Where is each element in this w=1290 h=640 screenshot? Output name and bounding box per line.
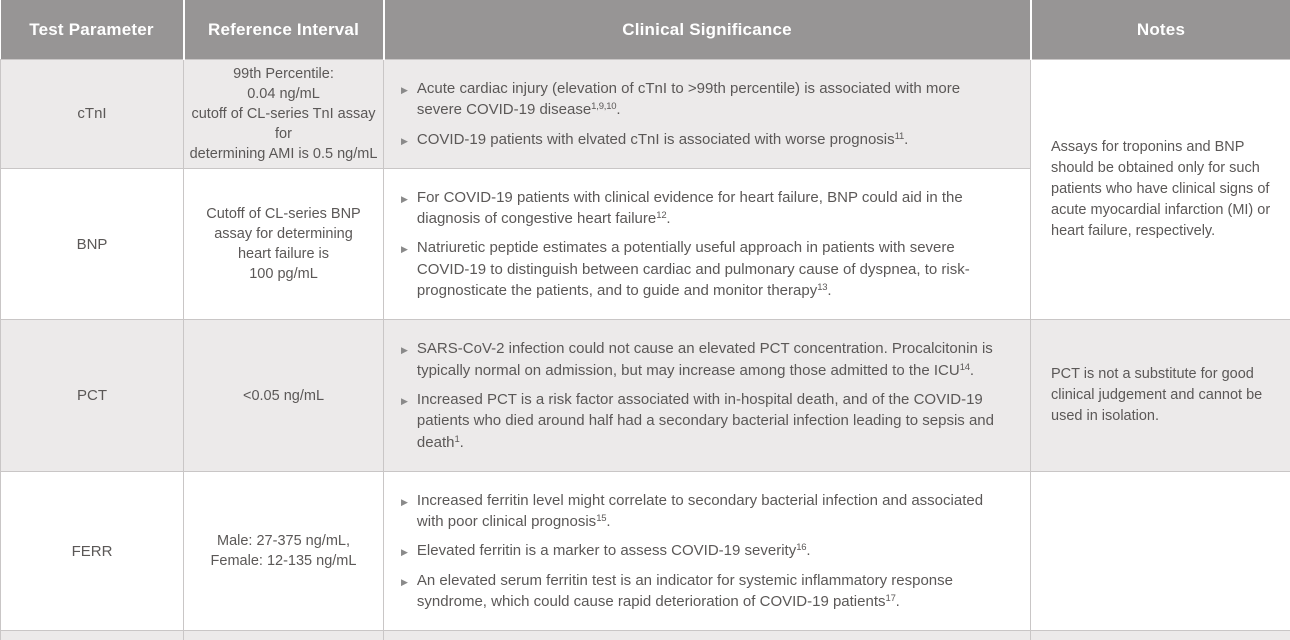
superscript-reference: 16 <box>796 542 807 554</box>
table-row: PCT <0.05 ng/mL ▶ SARS-CoV-2 infection coul… <box>0 319 1290 472</box>
table-header-row: Test Parameter Reference Interval Clinic… <box>0 0 1290 60</box>
col-header-notes: Notes <box>1030 0 1290 60</box>
triangle-right-icon: ▶ <box>401 496 408 507</box>
superscript-reference: 15 <box>596 513 607 525</box>
notes-cell: Available soon onMindray CLIA systems <box>1030 630 1290 640</box>
col-header-reference-interval: Reference Interval <box>183 0 385 60</box>
superscript-reference: 1 <box>454 433 460 445</box>
triangle-right-icon: ▶ <box>401 345 408 356</box>
triangle-right-icon: ▶ <box>401 244 408 255</box>
table-row: BNP Cutoff of CL-series BNP assay for dete… <box>0 167 1290 321</box>
table-row: FERR Male: 27-375 ng/mL, Female: 12-135 ng… <box>0 470 1290 632</box>
col-header-clinical-significance: Clinical Significance <box>383 0 1032 60</box>
reference-interval-cell: Male: 27-375 ng/mL, Female: 12-135 ng/mL <box>183 470 384 632</box>
clinical-significance-cell: ▶ Increased ferritin level might correlat… <box>383 470 1031 632</box>
notes-cell <box>1030 470 1290 632</box>
notes-cell: PCT is not a substitute for good clinica… <box>1030 319 1290 472</box>
bullet-item: ▶ An elevated serum ferritin test is an i… <box>400 570 1008 613</box>
parameter-cell: FERR <box>0 470 184 632</box>
clinical-significance-cell: ▶ SARS-CoV-2 infection could not cause an… <box>383 319 1031 472</box>
bullet-item: ▶ Natriuretic peptide estimates a potenti… <box>400 237 1008 301</box>
superscript-reference: 12 <box>656 210 667 222</box>
reference-interval-cell: Cutoff of CL-series BNP assay for determi… <box>183 167 384 321</box>
bullet-item: ▶ COVID-19 patients with elvated cTnI is … <box>400 129 1008 150</box>
parameter-cell: BNP <box>0 167 184 321</box>
bullet-text: Elevated ferritin is a marker to assess … <box>416 542 811 560</box>
clinical-significance-cell: ▶ Acute cardiac injury (elevation of cTnI… <box>383 59 1031 169</box>
bullet-item: ▶ Increased PCT is a risk factor associat… <box>400 389 1008 453</box>
bullet-text: SARS-CoV-2 infection could not cause an … <box>416 340 993 379</box>
bullet-text: Increased ferritin level might correlate… <box>416 491 984 531</box>
bullet-item: ▶ For COVID-19 patients with clinical evi… <box>400 187 1008 230</box>
notes-cell: Assays for troponins and BNP should be o… <box>1030 58 1290 321</box>
bullet-text: An elevated serum ferritin test is an in… <box>416 571 953 611</box>
bullet-text: Natriuretic peptide estimates a potentia… <box>416 239 970 300</box>
parameter-cell: cTnI <box>0 59 184 169</box>
triangle-right-icon: ▶ <box>401 135 408 146</box>
reference-interval-cell: <0.05 ng/mL <box>183 319 384 472</box>
triangle-right-icon: ▶ <box>401 85 408 95</box>
clinical-significance-cell: ▶ For COVID-19 patients with clinical evi… <box>383 167 1031 321</box>
bullet-item: ▶ Acute cardiac injury (elevation of cTnI… <box>400 78 1008 121</box>
reference-interval-cell: 99th Percentile: 0.04 ng/mL cutoff of CL-s… <box>183 59 384 169</box>
table-row: cTnI 99th Percentile: 0.04 ng/mL cutoff of … <box>0 58 1290 321</box>
superscript-reference: 11 <box>894 130 905 142</box>
bullet-item: ▶ Increased ferritin level might correlat… <box>400 490 1008 533</box>
bullet-item: ▶ Elevated ferritin is a marker to assess… <box>400 540 1008 561</box>
triangle-right-icon: ▶ <box>401 193 408 204</box>
superscript-reference: 13 <box>817 282 828 294</box>
bullet-item: ▶ SARS-CoV-2 infection could not cause an… <box>400 338 1008 381</box>
triangle-right-icon: ▶ <box>401 547 408 558</box>
bullet-text: Acute cardiac injury (elevation of cTnI … <box>416 80 961 119</box>
superscript-reference: 14 <box>959 361 970 373</box>
triangle-right-icon: ▶ <box>401 576 408 587</box>
col-header-test-parameter: Test Parameter <box>0 0 185 60</box>
bullet-text: For COVID-19 patients with clinical evid… <box>416 188 963 228</box>
clinical-significance-cell: ▶In patients with COVID-19, IL-6 levels … <box>383 630 1031 640</box>
bullet-text: COVID-19 patients with elvated cTnI is a… <box>416 130 909 148</box>
triangle-right-icon: ▶ <box>401 395 408 406</box>
bullet-text: Increased PCT is a risk factor associate… <box>416 390 994 451</box>
parameter-cell: PCT <box>0 319 184 472</box>
reference-interval-cell: / <box>183 630 384 640</box>
superscript-reference: 1,9,10 <box>591 101 617 113</box>
table-body: cTnI 99th Percentile: 0.04 ng/mL cutoff of … <box>0 58 1290 640</box>
parameter-cell: IL-6* <box>0 630 184 640</box>
superscript-reference: 17 <box>885 593 896 605</box>
table-row: IL-6*/▶In patients with COVID-19, IL-6 l… <box>0 630 1290 640</box>
